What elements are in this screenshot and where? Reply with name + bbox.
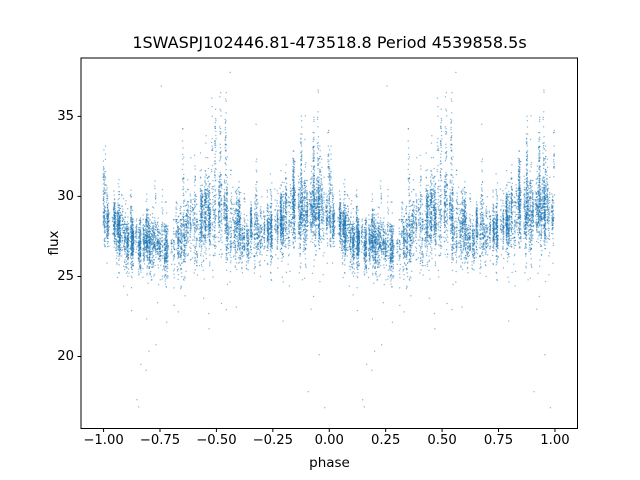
x-tick-label: 0.75 [483, 433, 514, 448]
y-tick-label: 25 [57, 269, 74, 285]
y-tick-label: 30 [57, 189, 74, 205]
chart-title: 1SWASPJ102446.81-473518.8 Period 4539858… [132, 33, 527, 52]
y-tick-label: 20 [57, 349, 74, 365]
x-tick-label: −0.25 [252, 433, 294, 448]
x-tick-label: 1.00 [540, 433, 570, 448]
x-tick-label: 0.25 [370, 433, 401, 448]
x-tick-label: 0.50 [427, 433, 457, 448]
x-tick-label: −0.50 [196, 433, 237, 448]
x-tick-label: 0.00 [314, 433, 344, 448]
x-tick-label: −1.00 [83, 433, 124, 448]
x-tick-label: −0.75 [139, 433, 181, 448]
y-tick-label: 35 [57, 109, 74, 125]
y-axis-label: flux [46, 230, 62, 256]
x-axis-label: phase [309, 455, 350, 471]
